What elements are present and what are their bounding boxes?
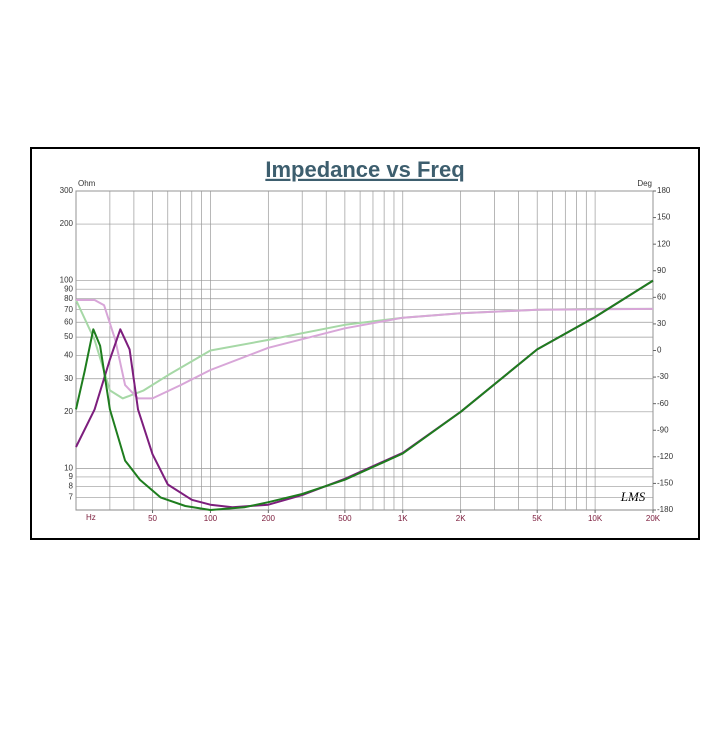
x-tick-label: 10K xyxy=(588,514,603,523)
chart-title: Impedance vs Freq xyxy=(265,157,464,182)
y-tick-label: 300 xyxy=(60,186,74,195)
y-tick-label: 30 xyxy=(64,374,73,383)
logo: LMS xyxy=(620,489,646,504)
y-tick-label: 200 xyxy=(60,219,74,228)
x-tick-label: 1K xyxy=(398,514,408,523)
y2-tick-label: -150 xyxy=(657,479,674,488)
x-axis-label: Hz xyxy=(86,513,96,522)
x-tick-label: 100 xyxy=(204,514,218,523)
x-tick-label: 500 xyxy=(338,514,352,523)
y2-tick-label: -30 xyxy=(657,372,669,381)
y-tick-label: 8 xyxy=(69,482,74,491)
y-tick-label: 50 xyxy=(64,332,73,341)
y-tick-label: 9 xyxy=(69,472,74,481)
series-line xyxy=(75,279,654,511)
y2-tick-label: 60 xyxy=(657,292,666,301)
y2-tick-label: -120 xyxy=(657,452,674,461)
x-tick-label: 2K xyxy=(456,514,466,523)
x-tick-label: 20K xyxy=(646,514,661,523)
y2-tick-label: 120 xyxy=(657,239,671,248)
y2-tick-label: 90 xyxy=(657,266,666,275)
y-tick-label: 40 xyxy=(64,350,73,359)
y2-axis-label: Deg xyxy=(637,179,652,188)
y-tick-label: 100 xyxy=(60,276,74,285)
frame xyxy=(30,147,700,540)
x-tick-label: 200 xyxy=(262,514,276,523)
x-tick-label: 5K xyxy=(532,514,542,523)
y-tick-label: 10 xyxy=(64,463,73,472)
y-tick-label: 20 xyxy=(64,407,73,416)
y2-tick-label: 180 xyxy=(657,186,671,195)
y2-tick-label: -60 xyxy=(657,399,669,408)
y-tick-label: 60 xyxy=(64,317,73,326)
y-tick-label: 70 xyxy=(64,305,73,314)
x-tick-label: 50 xyxy=(148,514,157,523)
y-tick-label: 7 xyxy=(69,493,74,502)
y2-tick-label: 150 xyxy=(657,213,671,222)
y2-tick-label: 30 xyxy=(657,319,666,328)
y2-tick-label: -180 xyxy=(657,505,674,514)
y-axis-label: Ohm xyxy=(78,179,96,188)
y2-tick-label: 0 xyxy=(657,346,662,355)
y-tick-label: 80 xyxy=(64,294,73,303)
y-tick-label: 90 xyxy=(64,284,73,293)
series-line xyxy=(76,299,654,400)
y2-tick-label: -90 xyxy=(657,425,669,434)
